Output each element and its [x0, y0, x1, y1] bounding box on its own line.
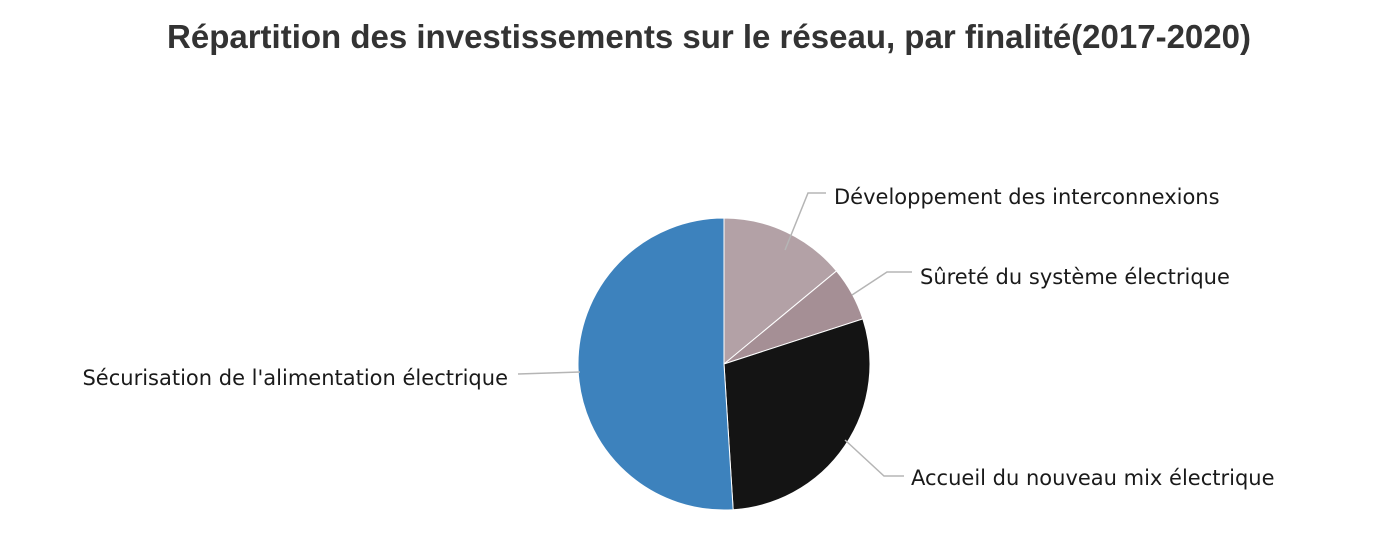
slice-interconnexions — [723, 217, 838, 366]
slice-label-securisation: Sécurisation de l'alimentation électriqu… — [82, 366, 508, 390]
pie-slices — [577, 217, 871, 511]
slice-label-interconnexions: Développement des interconnexions — [834, 185, 1220, 209]
slice-securisation — [577, 217, 734, 511]
leader-line-interconnexions — [784, 192, 826, 251]
slice-accueil — [723, 318, 871, 511]
leader-line-surete — [851, 271, 912, 296]
leader-line-securisation — [517, 371, 581, 375]
slice-label-accueil: Accueil du nouveau mix électrique — [911, 466, 1275, 490]
chart-title: Répartition des investissements sur le r… — [167, 18, 1251, 55]
slice-label-surete: Sûreté du système électrique — [920, 265, 1230, 289]
leader-line-accueil — [844, 439, 904, 477]
leader-lines — [517, 192, 912, 477]
